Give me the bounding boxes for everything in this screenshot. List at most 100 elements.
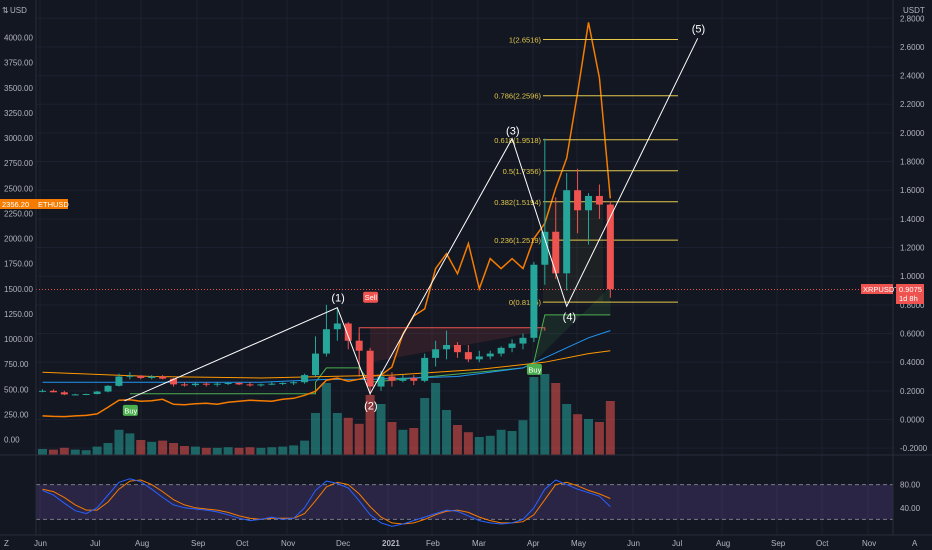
right-axis-tick: 0.4000 [900, 358, 925, 367]
volume-bar [387, 422, 397, 455]
time-axis-label: Oct [236, 539, 249, 548]
volume-bar [38, 449, 47, 455]
auto-scale-icon[interactable]: A [912, 539, 918, 548]
buy-signal-bg [122, 404, 138, 416]
volume-bar [463, 432, 473, 455]
ethusd-line [42, 22, 612, 418]
candle-body [49, 390, 57, 393]
fib-level-label: 0.382(1.5194) [494, 198, 541, 207]
volume-bars [38, 374, 615, 455]
arrow-icon: ⇅ [2, 6, 9, 15]
candle-body [563, 190, 571, 274]
left-axis-tick: 500.00 [4, 385, 29, 394]
volume-bar [496, 429, 506, 455]
volume-bar [289, 445, 299, 455]
candle-body [137, 375, 145, 378]
time-axis-label: Aug [716, 539, 730, 548]
volume-bar [201, 447, 211, 455]
buy-signal-bg [526, 363, 542, 375]
candle-body [519, 337, 527, 344]
xrp-symbol-label: XRPUSDT [863, 285, 899, 294]
volume-bar [278, 446, 288, 455]
right-axis-tick: 0.8000 [900, 301, 925, 310]
volume-bar [179, 446, 189, 455]
right-axis-tick: 1.0000 [900, 272, 925, 281]
volume-bar [584, 419, 593, 455]
time-axis[interactable]: Jun Jul Aug Sep Oct Nov Dec 2021 Feb Mar Apr May Jun… [34, 539, 876, 548]
candle-body [202, 383, 210, 385]
candle-body [301, 375, 309, 383]
candle-body [82, 393, 90, 395]
left-axis-tick: 4000.00 [4, 34, 33, 43]
volume-bar [59, 447, 69, 455]
right-axis-tick: 0.0000 [900, 416, 925, 425]
volume-bar [125, 433, 135, 455]
candle-body [595, 195, 603, 205]
left-axis-tick: 1500.00 [4, 285, 33, 294]
volume-bar [234, 447, 244, 455]
volume-bar [147, 441, 157, 455]
volume-bar [573, 414, 583, 455]
candle-body [453, 344, 461, 353]
candle-body [333, 323, 341, 330]
volume-bar [354, 423, 364, 455]
stochastic-axis-tick: 40.00 [900, 504, 921, 513]
candle-body [268, 383, 276, 385]
time-axis-label: Jun [627, 539, 640, 548]
left-axis-tick: 2000.00 [4, 235, 33, 244]
candle-body [170, 378, 178, 385]
baseline-green [129, 314, 611, 395]
candle-body [126, 375, 134, 377]
elliott-waves[interactable]: (1) (2) (3) (4) (5) [124, 23, 705, 413]
time-axis-label: Sep [191, 539, 206, 548]
volume-bar [605, 401, 615, 455]
volume-bar [48, 449, 58, 455]
volume-bar [245, 447, 255, 455]
cloud-green [533, 286, 611, 363]
ethusd-overlay [42, 22, 612, 418]
timezone-icon[interactable]: Z [4, 539, 9, 548]
right-price-axis[interactable]: USDT 2.8000 2.6000 2.4000 2.2000 2.0000 1.800… [900, 6, 928, 453]
time-axis-label: Jun [34, 539, 47, 548]
time-axis-label: Dec [336, 539, 350, 548]
candle-body [213, 383, 221, 385]
left-currency-label: USD [10, 6, 27, 15]
candle-body [508, 343, 516, 348]
left-axis-tick: 750.00 [4, 360, 29, 369]
volume-bar [332, 413, 342, 455]
candle-body [377, 376, 385, 387]
volume-bar [485, 435, 495, 455]
volume-bar [158, 440, 168, 455]
volume-bar [92, 446, 102, 455]
right-axis-tick: -0.2000 [900, 444, 928, 453]
volume-bar [398, 429, 408, 455]
left-axis-tick: 1000.00 [4, 335, 33, 344]
candle-body [322, 329, 330, 354]
right-axis-tick: 2.0000 [900, 129, 925, 138]
xrp-price-value: 0.9075 [899, 285, 922, 294]
left-axis-tick: 3500.00 [4, 84, 33, 93]
left-price-axis[interactable]: USD ⇅ 4000.00 3750.00 3500.00 3250.00 3000.0… [2, 6, 33, 445]
time-axis-label: Aug [135, 539, 149, 548]
right-axis-tick: 1.2000 [900, 244, 925, 253]
eth-price-value: 2356.20 [2, 200, 29, 209]
wave-label: (5) [692, 23, 705, 35]
volume-bar [103, 443, 113, 455]
eth-price-badge: 2356.20 ETHUSD [0, 199, 69, 209]
left-axis-tick: 1750.00 [4, 260, 33, 269]
volume-bar [540, 374, 550, 455]
candle-body [148, 376, 156, 378]
candle-body [71, 394, 79, 396]
volume-bar [70, 449, 80, 455]
candle-body [552, 231, 560, 274]
wave-path[interactable] [124, 38, 699, 402]
volume-bar [529, 377, 539, 455]
sell-signal-bg [363, 291, 379, 303]
right-axis-tick: 2.8000 [900, 14, 925, 23]
volume-bar [562, 404, 572, 455]
time-axis-label: 2021 [382, 539, 400, 548]
left-axis-tick: 2250.00 [4, 209, 33, 218]
time-axis-label: Feb [426, 539, 440, 548]
